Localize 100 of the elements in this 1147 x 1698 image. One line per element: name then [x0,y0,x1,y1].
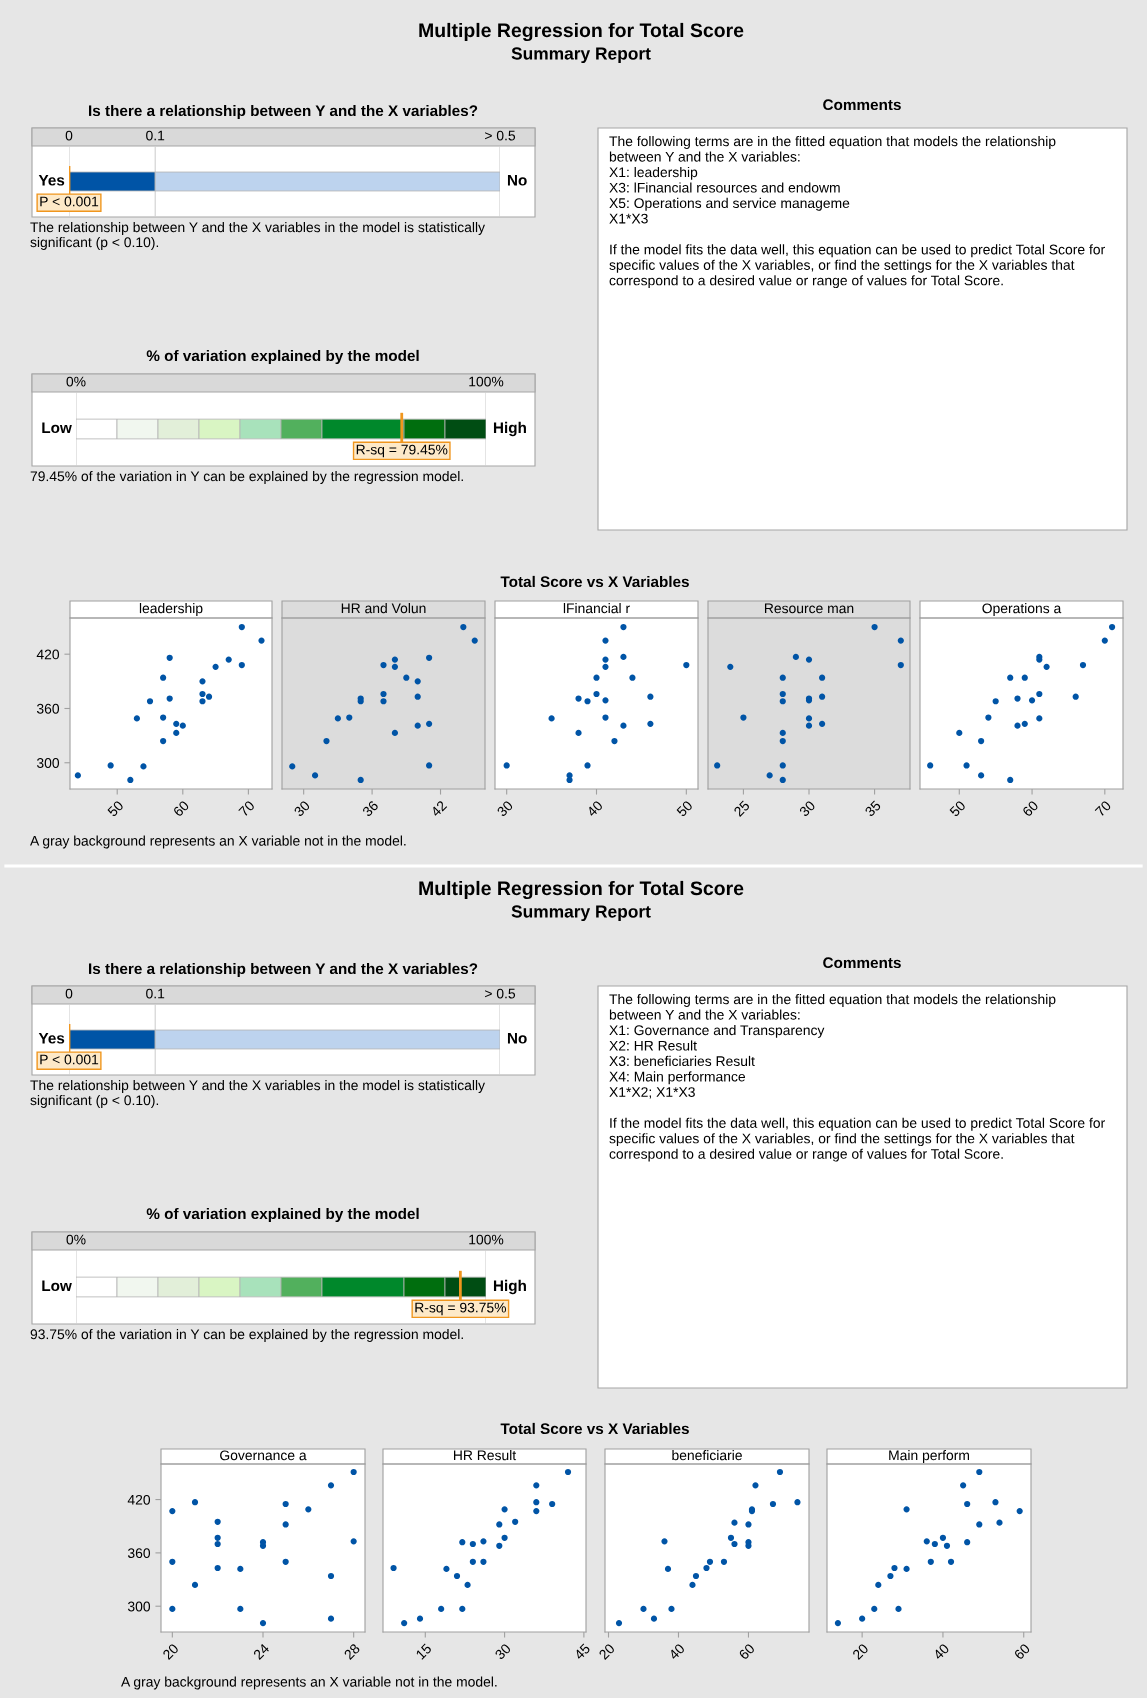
point [1101,637,1108,644]
point [593,690,600,698]
point [779,698,786,705]
point [992,1499,999,1506]
point [426,762,433,769]
point [931,1540,938,1548]
text: Summary Report [511,905,651,922]
point [976,1521,983,1528]
x-tick-label: 0% [66,376,86,387]
point [1014,695,1021,702]
text: Comments [823,957,901,969]
text: A gray background represents an X variable not in the model. [30,835,406,849]
point [1108,623,1116,631]
y-tick-label: 420 [127,1494,151,1505]
x-tick-label: 50 [676,800,694,818]
point [469,1540,476,1548]
chart-title: Main perform [889,1450,969,1463]
point [891,1564,898,1572]
point [664,1565,672,1572]
chart-title: HR and Volun [341,603,426,614]
chart-title: Resource man [764,603,854,614]
point [1036,715,1043,722]
point [480,1558,487,1565]
point [575,729,582,737]
point [380,661,387,669]
point [414,722,421,729]
point [939,1534,947,1541]
point [871,1605,878,1612]
point [311,772,319,779]
text: 93.75% of the variation in Y can be explained by the regression model. [30,1329,463,1342]
x-tick-label: 36 [361,800,379,818]
point [779,729,786,737]
point [179,722,186,729]
text: Summary Report [511,47,651,64]
x-tick-label: 20 [598,1643,616,1661]
point [282,1500,289,1508]
point [566,776,573,784]
point [480,1538,487,1545]
x-tick-label: > 0.5 [485,130,516,141]
point [426,654,433,661]
x-tick-label: 40 [668,1643,686,1661]
point [496,1542,503,1549]
point [327,1572,335,1580]
text: Comments [823,99,901,111]
point [237,1605,244,1612]
point [503,762,510,769]
chart-title: beneficiarie [672,1450,742,1461]
point [956,729,963,737]
point [602,656,609,663]
point [805,715,813,722]
point [169,1508,176,1515]
y-tick-label: 300 [127,1601,151,1612]
x-tick-label: 60 [1013,1643,1031,1661]
point [1014,722,1021,729]
text: The following terms are in the fitted equation that models the relationship between Y and the X variables: X1: Governance and Transparency X2: HR Result X3: beneficiaries Result X4: Main performance X1*X2; X1*X3 [609,994,1056,1099]
y-tick-label: 360 [36,703,60,714]
text: High [493,1279,526,1295]
point [416,1615,424,1622]
point [1016,1508,1023,1515]
point [805,656,813,663]
point [334,715,341,722]
point [689,1581,696,1588]
text: The relationship between Y and the X variables in the model is statistically significant (p < 0.10). [30,1080,485,1108]
text: Multiple Regression for Total Score [419,22,744,42]
x-tick-label: 42 [430,800,448,818]
point [133,715,140,722]
point [533,1508,540,1515]
x-tick-label: 25 [733,800,751,818]
point [259,1620,267,1627]
point [438,1605,445,1612]
x-tick-label: 30 [494,1643,512,1661]
point [834,1620,842,1627]
point [169,1558,176,1565]
point [140,763,147,770]
point [620,623,627,631]
x-tick-label: 50 [106,800,125,818]
point [501,1506,508,1513]
point [897,637,904,644]
point [533,1499,540,1506]
chart-title: % of variation explained by the model [146,1207,419,1223]
text: The following terms are in the fitted equation that models the relationship between Y and the X variables: X1: leadership X3: lFinancial resources and endowm X5: Operations and service manageme X1*X3 [609,136,1056,224]
x-tick-label: 0.1 [146,988,165,999]
x-tick-label: 35 [864,800,882,818]
chart-title: HR Result [454,1450,517,1461]
point [548,715,555,722]
point [214,1540,221,1548]
point [871,623,878,631]
point [1043,663,1050,670]
point [391,729,399,737]
x-tick-label: 40 [932,1643,950,1661]
x-tick-label: 60 [172,800,190,818]
point [166,654,173,661]
chart-title: % of variation explained by the model [146,349,419,365]
point [661,1538,668,1545]
x-tick-label: 100% [469,1234,504,1245]
point [471,637,478,644]
point [350,1468,357,1476]
point [992,698,999,705]
text: Multiple Regression for Total Score [419,880,744,900]
chart-title: leadership [139,603,203,616]
